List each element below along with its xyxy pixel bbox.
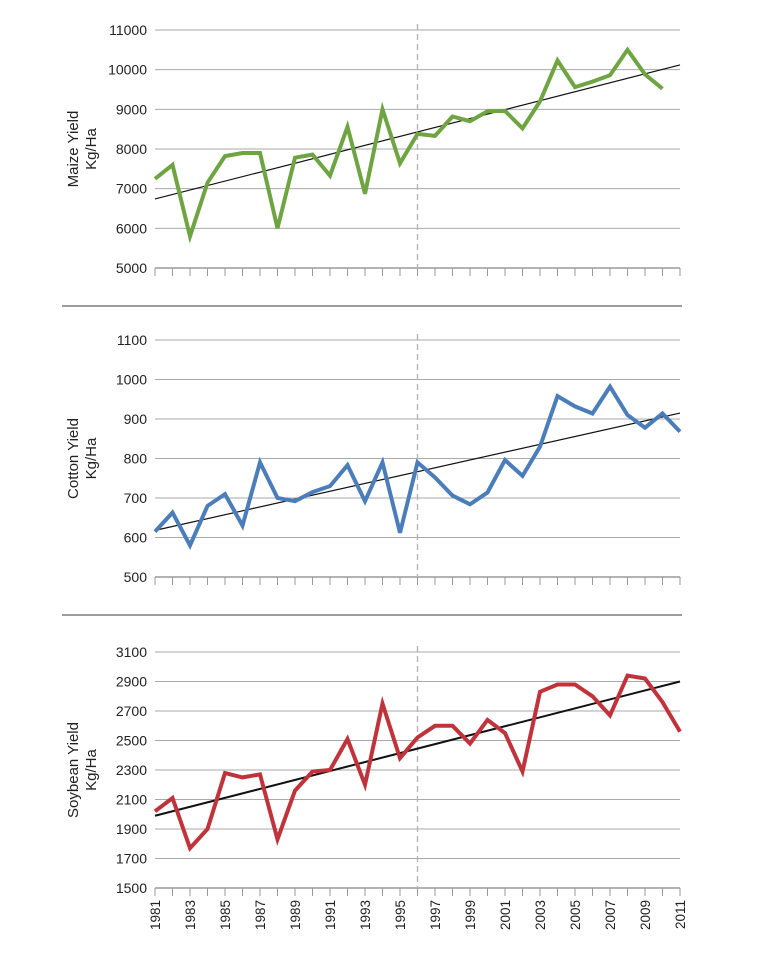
y-axis-label-line: Soybean Yield bbox=[65, 722, 82, 818]
y-axis-label: Soybean YieldKg/Ha bbox=[65, 722, 100, 818]
y-tick-label: 1000 bbox=[116, 372, 147, 388]
y-tick-label: 600 bbox=[124, 530, 148, 546]
x-tick-label: 1987 bbox=[253, 900, 268, 930]
y-tick-label: 5000 bbox=[116, 260, 147, 276]
y-tick-label: 11000 bbox=[109, 22, 147, 38]
y-axis-label: Cotton YieldKg/Ha bbox=[65, 418, 100, 499]
y-tick-label: 7000 bbox=[116, 181, 147, 197]
y-axis-label-line: Kg/Ha bbox=[83, 437, 100, 479]
y-tick-label: 2300 bbox=[116, 762, 147, 778]
chart-panel-2: 500 600 700 800 900 1000 1100 Cotton YieldKg/Ha bbox=[62, 332, 682, 616]
y-tick-label: 9000 bbox=[116, 101, 147, 117]
x-tick-label: 2003 bbox=[533, 900, 548, 930]
y-tick-label: 800 bbox=[124, 451, 148, 467]
chart-panel-1: 5000 6000 7000 8000 9000 10000 11000 Maize Yiel… bbox=[62, 22, 682, 307]
x-tick-label: 1983 bbox=[183, 900, 198, 930]
y-axis-label-line: Cotton Yield bbox=[65, 418, 82, 499]
y-tick-label: 8000 bbox=[116, 141, 147, 157]
trend-line bbox=[154, 680, 681, 817]
y-tick-label: 1700 bbox=[116, 851, 147, 867]
x-tick-label: 2009 bbox=[638, 900, 653, 930]
y-tick-label: 1500 bbox=[116, 880, 147, 896]
trend-line bbox=[154, 412, 681, 531]
series-line bbox=[153, 673, 682, 853]
y-tick-label: 900 bbox=[124, 411, 148, 427]
y-axis-label-line: Maize Yield bbox=[65, 111, 82, 188]
y-tick-label: 6000 bbox=[116, 220, 147, 236]
x-tick-label: 1995 bbox=[393, 900, 408, 930]
x-tick-label: 2007 bbox=[603, 900, 618, 930]
y-tick-label: 1900 bbox=[116, 821, 147, 837]
y-tick-label: 2100 bbox=[116, 792, 147, 808]
y-axis-label-line: Kg/Ha bbox=[83, 128, 100, 170]
y-tick-label: 1100 bbox=[117, 332, 147, 348]
x-tick-label: 2005 bbox=[568, 900, 583, 930]
x-tick-label: 1997 bbox=[428, 900, 443, 930]
y-axis-label-line: Kg/Ha bbox=[83, 749, 100, 791]
x-tick-label: 1985 bbox=[218, 900, 233, 930]
y-tick-label: 2900 bbox=[116, 674, 147, 690]
x-tick-label: 1989 bbox=[288, 900, 303, 930]
x-tick-label: 2001 bbox=[498, 900, 513, 930]
y-tick-label: 10000 bbox=[108, 62, 147, 78]
x-tick-label: 1999 bbox=[463, 900, 478, 930]
x-tick-label: 2011 bbox=[673, 900, 688, 929]
x-tick-label: 1993 bbox=[358, 900, 373, 930]
series-line bbox=[153, 46, 664, 244]
y-tick-label: 3100 bbox=[116, 644, 147, 660]
series-line bbox=[153, 382, 682, 550]
y-tick-label: 500 bbox=[124, 569, 148, 585]
y-tick-label: 2700 bbox=[116, 703, 147, 719]
y-axis-label: Maize YieldKg/Ha bbox=[65, 111, 100, 188]
x-tick-label: 1981 bbox=[148, 900, 163, 930]
chart-panel-3: 1500 1700 1900 2100 2300 2500 2700 2900 3100 Soyb… bbox=[65, 644, 682, 896]
x-tick-label: 1991 bbox=[323, 900, 338, 930]
y-tick-label: 2500 bbox=[116, 733, 147, 749]
y-tick-label: 700 bbox=[124, 490, 148, 506]
